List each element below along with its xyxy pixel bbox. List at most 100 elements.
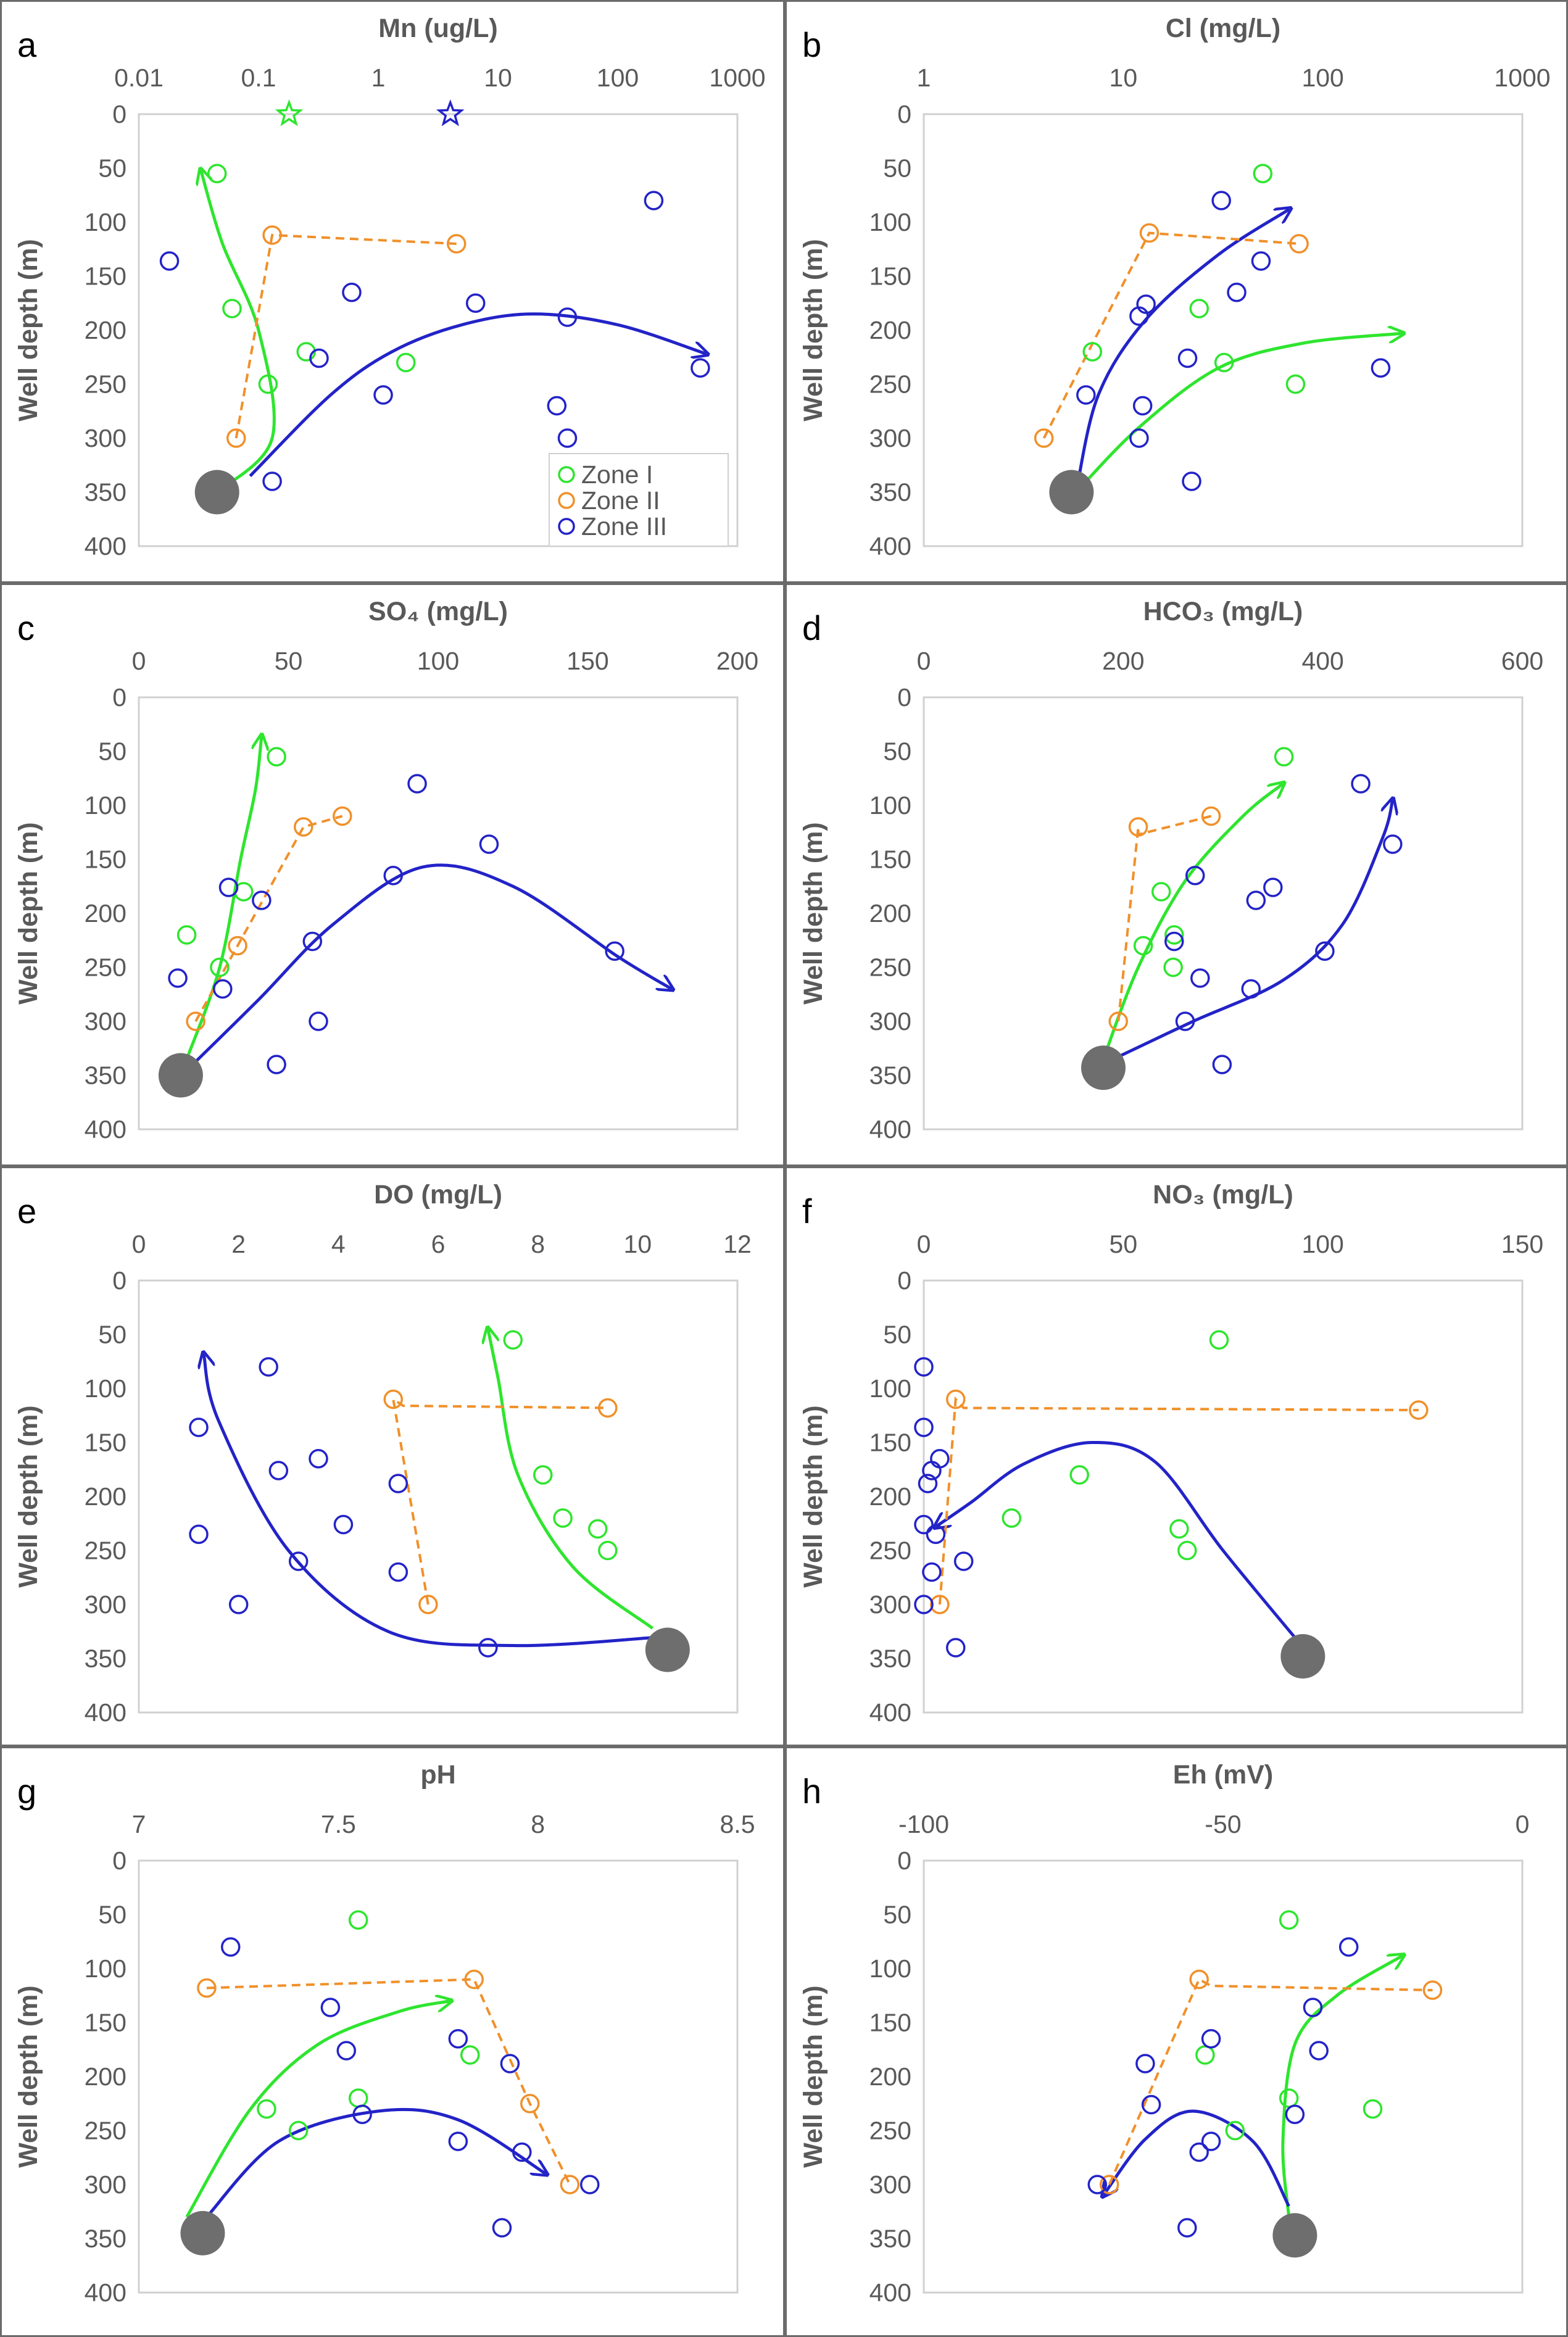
data-point-zone1 [553, 1508, 573, 1528]
data-point-zone2 [1422, 1980, 1443, 2000]
data-point-zone2 [598, 1398, 618, 1418]
y-tick-label: 0 [112, 683, 127, 712]
data-point-zone1 [1163, 957, 1183, 978]
trend-line-zone1 [1281, 1956, 1403, 2217]
data-point-zone1 [1209, 1330, 1229, 1350]
data-point-zone2 [1108, 1011, 1128, 1031]
data-point-zone2 [464, 1969, 484, 1990]
data-point-zone1 [1214, 352, 1234, 373]
data-point-zone1 [222, 299, 242, 318]
x-tick-label: 4 [331, 1230, 346, 1258]
panel-border [0, 1166, 785, 1746]
trend-line-zone3 [1113, 800, 1393, 1061]
plot-area-frame [923, 113, 1524, 547]
data-point-zone3 [1201, 2132, 1221, 2151]
x-tick-label: 1 [917, 64, 931, 92]
panel-letter: d [802, 608, 821, 647]
x-tick-label: 12 [723, 1230, 752, 1258]
y-tick-label: 350 [869, 1645, 911, 1673]
x-axis-title: pH [420, 1760, 455, 1790]
data-point-zone3 [1076, 385, 1096, 405]
data-point-zone3 [691, 358, 710, 378]
legend-box [549, 453, 729, 547]
data-point-zone2 [383, 1389, 403, 1409]
y-tick-label: 300 [85, 1590, 127, 1619]
data-point-zone1 [258, 374, 278, 394]
panel-letter: e [17, 1192, 36, 1231]
x-axis-title: NO₃ (mg/L) [1153, 1180, 1293, 1210]
legend-marker-zone1 [558, 466, 575, 483]
data-point-zone3 [1189, 2142, 1209, 2162]
y-axis-title: Well depth (m) [14, 822, 43, 1004]
x-axis-title: Eh (mV) [1173, 1760, 1273, 1790]
data-point-zone3 [1303, 1998, 1323, 2017]
data-point-zone3 [1263, 878, 1283, 897]
data-point-zone3 [189, 1418, 209, 1437]
panel-b: b Cl (mg/L) 1 10 100 1000 0 50 100 150 200 250 300 35… [785, 0, 1568, 583]
y-tick-label: 150 [85, 2009, 127, 2037]
source-point-marker [645, 1627, 690, 1672]
data-point-zone1 [1133, 936, 1153, 956]
data-point-zone3 [1087, 2175, 1108, 2194]
x-tick-label: 200 [1102, 647, 1144, 675]
y-tick-label: 50 [98, 154, 127, 183]
panel-border [785, 0, 1568, 583]
trend-line-zone3 [935, 1440, 1300, 1643]
data-point-zone1 [207, 164, 227, 183]
plot-area-frame [138, 113, 739, 547]
y-tick-label: 400 [85, 532, 127, 560]
data-point-zone3 [168, 968, 188, 988]
data-point-zone1 [533, 1465, 553, 1485]
x-tick-label: 10 [624, 1230, 652, 1258]
data-point-zone3 [512, 2142, 532, 2162]
panel-border [785, 1166, 1568, 1746]
x-tick-label: 2 [231, 1230, 246, 1258]
dashed-trend-line-zone2 [1108, 1977, 1433, 2185]
data-point-zone3 [1135, 2054, 1155, 2073]
data-point-zone3 [478, 1638, 498, 1658]
y-axis-title: Well depth (m) [799, 1405, 828, 1587]
y-axis-title: Well depth (m) [799, 822, 828, 1004]
y-tick-label: 350 [85, 1061, 127, 1090]
source-point-marker [1081, 1045, 1126, 1090]
x-tick-label: 400 [1301, 647, 1343, 675]
data-point-zone1 [210, 957, 230, 978]
dashed-trend-line-zone2 [391, 1397, 608, 1605]
y-tick-label: 400 [85, 1698, 127, 1727]
data-point-zone2 [197, 1978, 217, 1998]
data-point-zone2 [446, 234, 467, 254]
x-tick-label: 0 [917, 1230, 931, 1258]
y-tick-label: 300 [869, 424, 911, 452]
panel-f: f NO₃ (mg/L) 0 50 100 150 0 50 100 150 200 250 300 35… [785, 1166, 1568, 1746]
y-tick-label: 350 [869, 1061, 911, 1090]
y-tick-label: 250 [85, 953, 127, 982]
data-point-zone2 [1201, 806, 1221, 826]
panel-letter: g [17, 1772, 36, 1811]
plot-area-frame [923, 696, 1524, 1131]
trend-line-zone3 [249, 312, 706, 478]
y-tick-label: 0 [897, 683, 911, 712]
data-point-zone2 [945, 1389, 966, 1409]
panel-letter: a [17, 25, 37, 64]
y-tick-label: 100 [85, 791, 127, 820]
data-point-zone3 [218, 878, 239, 897]
y-tick-label: 300 [869, 1007, 911, 1036]
x-tick-label: 100 [417, 647, 459, 675]
y-tick-label: 0 [897, 1266, 911, 1295]
data-point-zone3 [352, 2104, 372, 2124]
trend-line-zone1 [201, 170, 276, 494]
data-point-zone3 [1309, 2041, 1329, 2061]
y-tick-label: 0 [897, 100, 911, 128]
y-tick-label: 400 [869, 532, 911, 560]
data-point-zone3 [336, 2041, 357, 2061]
x-tick-label: 1000 [1494, 64, 1550, 92]
data-point-zone3 [557, 428, 578, 448]
trend-line-zone3 [1103, 2109, 1290, 2207]
source-point-marker [194, 470, 239, 515]
dashed-trend-line-zone2 [234, 233, 457, 439]
data-point-zone3 [448, 2132, 468, 2151]
trend-line-zone1 [1101, 784, 1283, 1060]
data-point-zone2 [333, 806, 352, 826]
data-point-zone3 [448, 2029, 468, 2049]
panel-border [0, 0, 785, 583]
